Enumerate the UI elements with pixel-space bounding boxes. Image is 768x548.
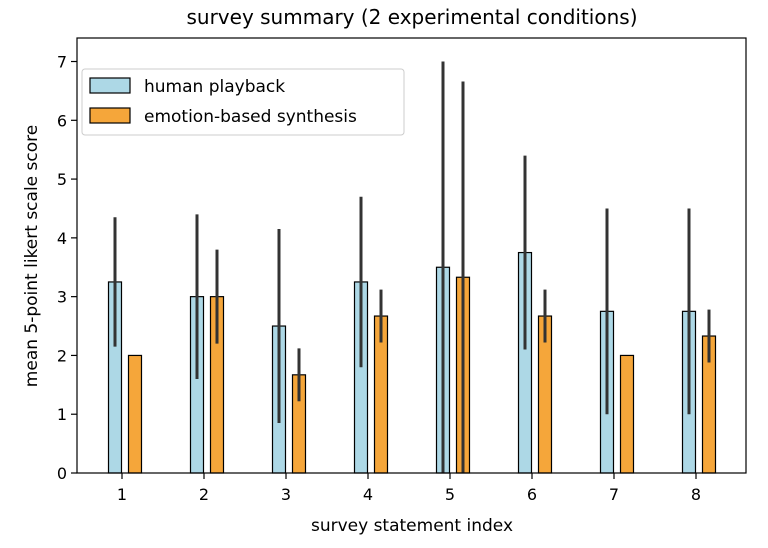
x-tick-label: 7 bbox=[609, 485, 619, 504]
chart-title: survey summary (2 experimental condition… bbox=[186, 5, 637, 29]
legend-swatch bbox=[89, 107, 131, 124]
x-tick-label: 4 bbox=[363, 485, 373, 504]
y-tick-label: 7 bbox=[57, 53, 67, 72]
legend-entry: human playback bbox=[144, 77, 285, 97]
legend-box bbox=[81, 68, 405, 136]
x-tick-label: 2 bbox=[199, 485, 209, 504]
y-tick-label: 0 bbox=[57, 464, 67, 483]
x-tick-label: 8 bbox=[691, 485, 701, 504]
y-tick-label: 5 bbox=[57, 170, 67, 189]
y-axis-label: mean 5-point likert scale score bbox=[22, 125, 42, 387]
y-tick-label: 3 bbox=[57, 288, 67, 307]
x-tick-label: 1 bbox=[117, 485, 127, 504]
bar-emotion-synthesis bbox=[619, 354, 635, 474]
y-tick-label: 2 bbox=[57, 346, 67, 365]
plot-frame bbox=[76, 37, 747, 474]
legend: human playback emotion-based synthesis bbox=[81, 68, 405, 136]
y-tick-label: 1 bbox=[57, 405, 67, 424]
legend-swatch bbox=[89, 77, 131, 94]
y-tick-label: 4 bbox=[57, 229, 67, 248]
x-axis-label: survey statement index bbox=[311, 516, 513, 536]
x-tick-label: 3 bbox=[281, 485, 291, 504]
x-tick-label: 6 bbox=[527, 485, 537, 504]
legend-entry: emotion-based synthesis bbox=[144, 107, 357, 127]
x-tick-label: 5 bbox=[445, 485, 455, 504]
y-tick-label: 6 bbox=[57, 111, 67, 130]
bar-emotion-synthesis bbox=[127, 354, 143, 474]
